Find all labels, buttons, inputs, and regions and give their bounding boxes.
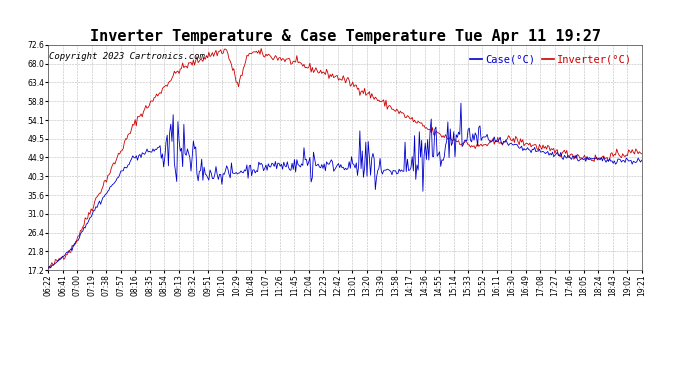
Text: Copyright 2023 Cartronics.com: Copyright 2023 Cartronics.com <box>50 52 206 61</box>
Legend: Case(°C), Inverter(°C): Case(°C), Inverter(°C) <box>466 50 636 69</box>
Title: Inverter Temperature & Case Temperature Tue Apr 11 19:27: Inverter Temperature & Case Temperature … <box>90 29 600 44</box>
